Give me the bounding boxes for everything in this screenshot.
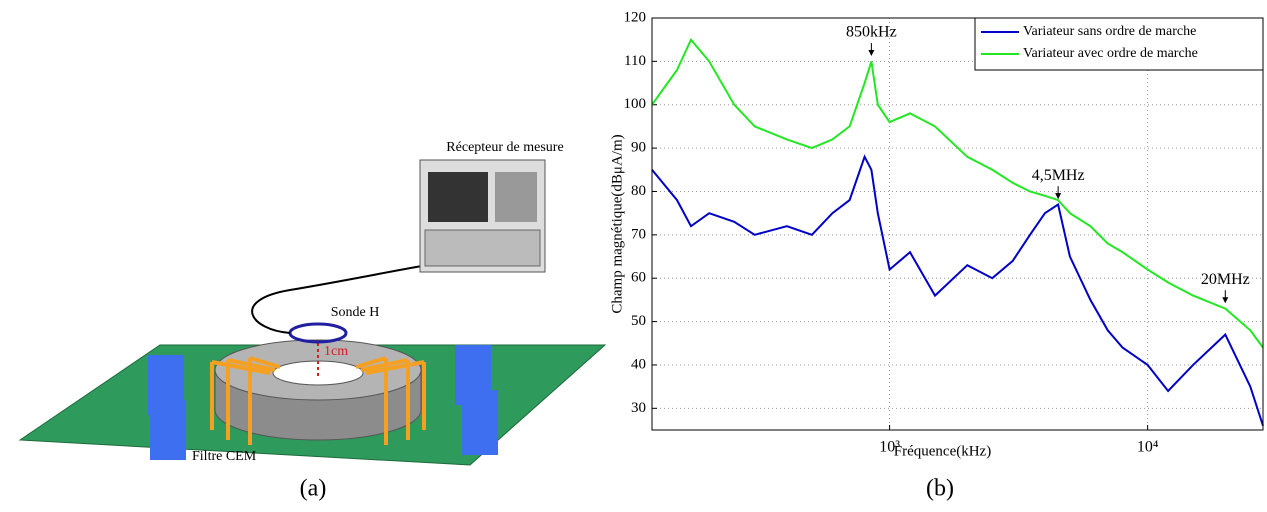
y-tick-label: 60 [631,270,646,286]
x-tick-label: 10³ [879,439,900,456]
annotation: 20MHz [1201,271,1250,288]
y-tick-label: 90 [631,140,646,156]
distance-label: 1cm [324,344,348,359]
x-axis-label: Fréquence(kHz) [894,443,991,459]
series-line [651,154,1264,427]
plot-frame [651,17,1264,431]
y-tick-label: 120 [624,9,647,25]
receiver-lower [424,229,541,267]
legend-label: Variateur sans ordre de marche [1023,24,1196,39]
plot-area [652,18,1263,430]
annotation-arrowhead [868,50,875,57]
probe [288,322,348,344]
x-tick-label: 10⁴ [1137,439,1159,456]
block [462,390,498,455]
y-tick-label: 110 [624,53,646,69]
receiver-screen [428,172,488,222]
filter-label: Filtre CEM [192,449,257,464]
receiver-panel [495,172,537,222]
legend-box [974,17,1264,71]
y-tick-label: 70 [631,226,646,242]
y-tick-label: 40 [631,356,646,372]
annotation-arrowhead [1222,297,1229,304]
y-axis-label: Champ magnétique(dBμA/m) [609,134,625,313]
annotation-arrowhead [1055,193,1062,200]
block [150,400,186,460]
y-tick-label: 80 [631,183,646,199]
probe-label: Sonde H [331,305,380,320]
caption: (b) [926,476,954,502]
annotation: 4,5MHz [1032,167,1085,184]
windings [210,356,426,445]
series-line [651,37,1264,349]
y-tick-label: 100 [624,96,647,112]
receiver-label: Récepteur de mesure [446,140,563,155]
diagram: Récepteur de mesure Sonde H 1cm Filtre C… [18,140,607,502]
annotation: 850kHz [846,24,897,41]
caption: (a) [300,476,327,502]
y-tick-label: 50 [631,313,646,329]
chart: 30 40 50 60 70 80 90 100 110 120 10³ 10⁴ 850kHz 4,5MH… [609,9,1264,502]
legend-label: Variateur avec ordre de marche [1023,46,1198,61]
y-tick-label: 30 [631,400,646,416]
